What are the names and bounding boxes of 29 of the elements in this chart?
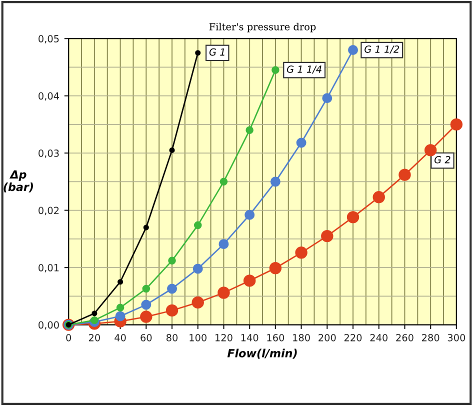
x-tick-label: 260 [396, 334, 414, 342]
x-tick-label: 60 [140, 334, 152, 342]
x-tick-label: 200 [318, 334, 336, 342]
x-tick-label: 140 [241, 334, 258, 342]
x-axis-title: Flow(l/min) [227, 348, 297, 359]
y-tick-label: 0,01 [38, 264, 59, 272]
x-tick-label: 220 [344, 334, 362, 342]
x-tick-label: 160 [267, 334, 284, 342]
x-tick-label: 20 [88, 334, 100, 342]
x-tick-label: 280 [422, 334, 440, 342]
series-label: G 2 [434, 156, 450, 164]
y-tick-label: 0,02 [38, 206, 59, 216]
x-tick-label: 120 [216, 334, 232, 342]
x-tick-label: 100 [190, 334, 207, 342]
x-tick-label: 180 [293, 334, 310, 342]
x-tick-label: 80 [166, 334, 178, 342]
y-axis-title: Δp (bar) [4, 170, 33, 192]
series-label: G 1 [209, 48, 224, 56]
y-tick-label: 0,05 [38, 35, 59, 44]
series-label: G 1 1/4 [286, 66, 322, 74]
x-tick-label: 40 [114, 334, 126, 342]
y-tick-label: 0,04 [38, 92, 60, 101]
chart-title: Filter's pressure drop [209, 22, 316, 32]
y-tick-label: 0,03 [38, 150, 59, 158]
y-tick-label: 0,00 [38, 321, 59, 330]
x-tick-label: 240 [370, 334, 388, 342]
x-tick-label: 0 [66, 334, 72, 342]
x-tick-label: 300 [448, 334, 466, 342]
series-label: G 1 1/2 [364, 45, 400, 54]
